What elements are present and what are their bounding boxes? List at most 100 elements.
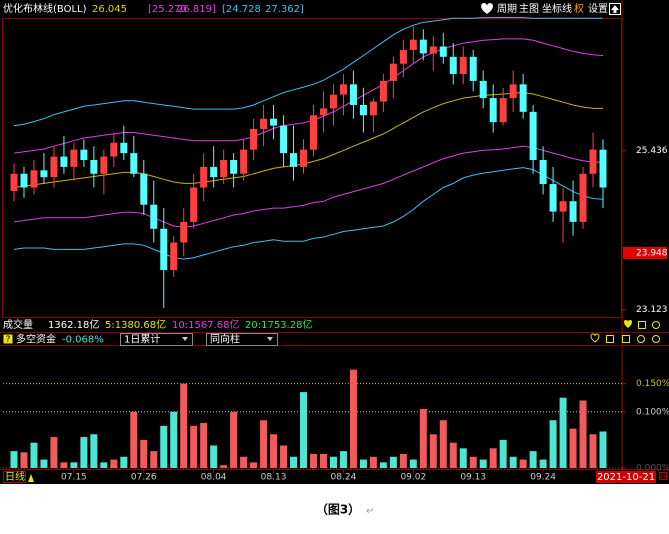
bar (210, 445, 218, 468)
candle-body (120, 142, 128, 154)
candle-body (399, 49, 407, 64)
candle-body (369, 101, 377, 116)
bar (280, 445, 288, 468)
indicator-title: 优化布林线(BOLL) (3, 2, 87, 15)
candle-body (40, 170, 48, 178)
toolbar-button[interactable]: 主图 (519, 3, 539, 15)
boll-line (13, 167, 604, 260)
y-tick-label: 25.436 (636, 146, 668, 156)
bar (539, 459, 547, 468)
candle-body (90, 159, 98, 174)
bar (30, 442, 38, 468)
bar (110, 459, 118, 468)
candle-body (130, 153, 138, 174)
candle-body (479, 80, 487, 99)
icon[interactable] (637, 335, 645, 343)
candle-body (230, 159, 238, 174)
fund-value: -0.068% (62, 335, 104, 346)
boll-line (13, 38, 604, 154)
bar (140, 439, 148, 468)
volume-value: 5:1380.68亿 (105, 318, 166, 331)
candle-body (419, 39, 427, 54)
candle-body (10, 173, 18, 191)
candle-body (319, 108, 327, 116)
bar (469, 456, 477, 468)
bar (439, 420, 447, 468)
toolbar-button[interactable]: 坐标线 (542, 2, 572, 15)
icon[interactable] (624, 320, 632, 328)
dropdown-arrow (267, 337, 273, 341)
icon[interactable] (622, 335, 630, 343)
select-box[interactable] (120, 333, 193, 346)
background (0, 0, 669, 484)
bar (150, 451, 158, 468)
candle-body (539, 159, 547, 185)
candle-body (569, 201, 577, 222)
x-tick-label: 09.13 (460, 473, 486, 483)
bar (250, 462, 258, 468)
help-box[interactable] (3, 334, 13, 344)
candle-body (389, 63, 397, 81)
icon[interactable] (590, 333, 600, 343)
select-text: 1日累计 (124, 333, 160, 346)
bar (459, 448, 467, 468)
candle-body (300, 149, 308, 167)
boll-line (13, 17, 603, 127)
bar (519, 459, 527, 468)
date-box (596, 471, 656, 483)
volume-value: 1362.18亿 (48, 318, 99, 331)
favorite-icon[interactable] (481, 3, 493, 14)
bar (419, 408, 427, 468)
toolbar-button[interactable]: 周期 (497, 3, 517, 15)
bar (309, 453, 317, 468)
candle-body (309, 115, 317, 150)
candle-body (150, 204, 158, 229)
bar (160, 425, 168, 468)
bar (319, 453, 327, 468)
y-tick-label: 0.100% (636, 407, 669, 417)
bar (559, 397, 567, 468)
collapse-button[interactable] (609, 3, 621, 15)
x-tick-label: 09.24 (530, 473, 556, 483)
bar (60, 462, 68, 468)
icon[interactable] (652, 335, 660, 343)
y-tick-label: 0.000% (636, 464, 669, 474)
weekday: 四 (658, 472, 668, 483)
x-tick-label: 07.15 (61, 473, 87, 483)
bar (100, 462, 108, 468)
candle-body (100, 156, 108, 174)
boll-line (13, 145, 603, 228)
candle-body (250, 129, 258, 150)
bar (589, 434, 597, 468)
icon[interactable] (606, 335, 614, 343)
select-box[interactable] (206, 333, 278, 346)
volume-value: 10:1567.68亿 (172, 318, 239, 331)
bar (379, 462, 387, 468)
icon[interactable] (652, 321, 660, 329)
bar (389, 456, 397, 468)
toolbar-button[interactable]: 权 (574, 2, 584, 15)
bar (409, 459, 417, 468)
bar (10, 451, 18, 468)
bar (170, 411, 178, 468)
volume-label: 成交量 (3, 318, 33, 331)
y-tick-label: 0.150% (636, 379, 669, 389)
period-box[interactable] (3, 471, 26, 483)
bar (599, 431, 607, 468)
indicator-value: 27.362] (265, 4, 304, 15)
candle-body (599, 149, 607, 188)
boll-line (13, 92, 603, 188)
candle-body (509, 84, 517, 99)
candle-body (290, 153, 298, 167)
candle-body (240, 149, 248, 174)
indicator-value: [25.270 (148, 4, 187, 15)
bar (479, 459, 487, 468)
x-tick-label: 08.04 (201, 473, 227, 483)
candle-body (459, 56, 467, 75)
bar (509, 456, 517, 468)
candle-body (220, 159, 228, 178)
candle-body (160, 228, 168, 271)
candle-body (349, 84, 357, 105)
icon[interactable] (638, 321, 646, 329)
toolbar-button[interactable]: 设置 (588, 3, 608, 15)
